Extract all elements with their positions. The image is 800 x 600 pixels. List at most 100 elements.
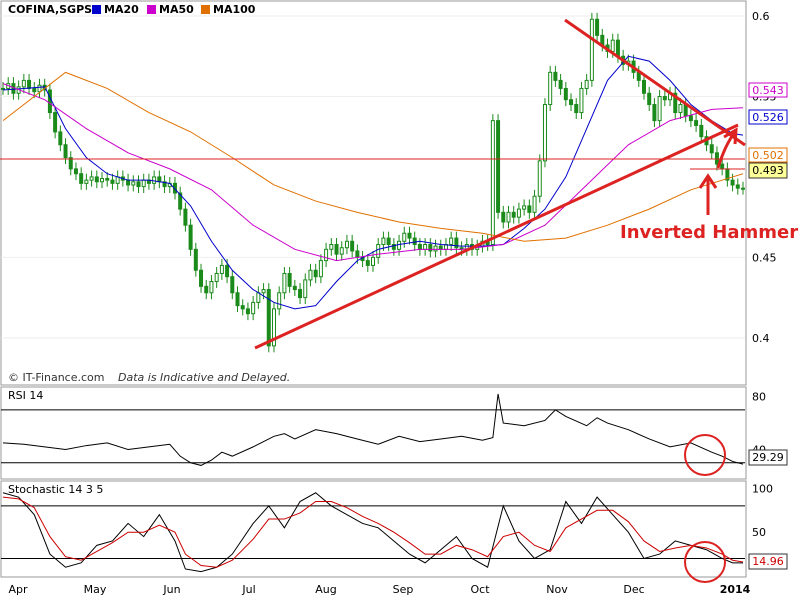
price-y-tick-labels: 0.60.550.450.4 <box>752 10 777 345</box>
value-tag-ma50: 0.543 <box>748 82 788 98</box>
candle-body <box>574 104 579 114</box>
x-tick-label: Sep <box>393 583 414 596</box>
stochastic-y-tick-labels: 100 50 <box>752 482 773 539</box>
candle-body <box>381 237 386 246</box>
stochastic-y-tick-label: 50 <box>752 526 766 539</box>
candle-body <box>193 248 198 271</box>
candle-body <box>303 279 308 299</box>
candle-body <box>610 39 615 52</box>
candle-body <box>709 144 714 154</box>
candle-body <box>699 124 704 138</box>
candle-body <box>714 152 719 165</box>
candle-body <box>188 224 193 250</box>
candle-body <box>615 39 620 57</box>
candle-body <box>292 285 297 291</box>
candle-body <box>214 272 219 283</box>
candle-body <box>68 157 73 170</box>
candle-body <box>490 120 495 246</box>
stochastic-panel: 100 50 Stochastic 14 3 5 14.96 <box>0 480 788 583</box>
rsi-reference-lines <box>1 409 745 464</box>
value-tag-ma100: 0.502 <box>748 147 788 163</box>
candle-body <box>407 232 412 239</box>
legend-label-ma100: MA100 <box>213 3 256 16</box>
candle-body <box>741 187 745 190</box>
rsi-highlight-circle <box>684 434 726 476</box>
candle-body <box>94 176 99 183</box>
candle-body <box>641 79 646 94</box>
rsi-value-box <box>748 449 788 466</box>
candle-body <box>496 120 501 213</box>
x-tick-label: Apr <box>8 583 28 596</box>
candle-body <box>282 272 287 294</box>
ascending-trendline <box>254 123 739 350</box>
candle-body <box>449 237 454 246</box>
series-line-rsi <box>2 393 744 466</box>
x-tick-label: Jul <box>241 583 255 596</box>
candle-body <box>730 179 735 186</box>
candle-body <box>673 92 678 114</box>
candle-body <box>402 232 407 242</box>
x-tick-label: Aug <box>315 583 336 596</box>
candle-body <box>209 281 214 294</box>
stochastic-y-tick-label: 100 <box>752 482 773 495</box>
pattern-label: Inverted Hammer <box>620 222 798 243</box>
candle-body <box>678 104 683 114</box>
value-tag-ma100-text: 0.502 <box>752 149 784 162</box>
stochastic-highlight-circle <box>684 541 726 583</box>
value-tag-ma20-text: 0.526 <box>752 111 784 124</box>
x-tick-label: Dec <box>623 583 644 596</box>
candle-body <box>391 244 396 250</box>
candle-body <box>376 244 381 258</box>
stochastic-value-text: 14.96 <box>752 555 784 568</box>
candle-body <box>433 245 438 252</box>
candle-body <box>563 87 568 101</box>
candle-body <box>501 211 506 223</box>
stochastic-series-group <box>2 492 744 573</box>
candle-body <box>647 92 652 106</box>
candle-body <box>27 79 32 89</box>
candle-body <box>589 18 594 81</box>
x-tick-label: 2014 <box>720 583 751 596</box>
value-tag-ma50-text: 0.543 <box>752 84 784 97</box>
rsi-panel-frame <box>0 386 747 480</box>
price-panel: 0.60.550.450.4 Inverted Hammer COFINA,SG… <box>0 0 798 386</box>
candle-body <box>204 285 209 294</box>
candle-body <box>324 248 329 262</box>
x-axis-labels: Apr May Jun Jul Aug Sep Oct Nov Dec 2014 <box>8 583 750 596</box>
footer-source: © IT-Finance.com <box>8 371 105 384</box>
x-tick-label: May <box>84 583 107 596</box>
candle-body <box>355 250 360 258</box>
candle-body <box>334 244 339 255</box>
candle-body <box>344 240 349 249</box>
candle-body <box>136 181 141 188</box>
value-tag-close: 0.493 <box>748 162 788 179</box>
candle-body <box>251 301 256 315</box>
stochastic-value-box <box>748 553 788 570</box>
candle-body <box>271 308 276 347</box>
candle-body <box>162 181 167 188</box>
value-tag-ma20: 0.526 <box>748 109 788 125</box>
candle-body <box>412 237 417 246</box>
footer-note: Data is Indicative and Delayed. <box>118 371 290 384</box>
candle-body <box>569 99 574 106</box>
series-line-pct-k <box>2 492 743 573</box>
rsi-y-tick-label: 80 <box>752 391 766 404</box>
value-tag-close-text: 0.493 <box>752 164 784 177</box>
candle-body <box>53 112 58 133</box>
rsi-series-group <box>2 393 744 466</box>
candle-body <box>318 260 323 278</box>
candle-body <box>47 89 52 114</box>
candle-body <box>516 208 521 218</box>
candle-body <box>32 87 37 93</box>
legend-swatch-ma20 <box>92 5 101 14</box>
candle-body <box>454 237 459 249</box>
rsi-value-text: 29.29 <box>752 451 784 464</box>
candle-body <box>261 289 266 294</box>
candle-body <box>157 176 162 183</box>
x-tick-label: Oct <box>470 583 490 596</box>
candle-body <box>73 168 78 175</box>
legend-label-ma50: MA50 <box>159 3 194 16</box>
candle-body <box>235 292 240 307</box>
up-arrow-right <box>716 127 738 169</box>
